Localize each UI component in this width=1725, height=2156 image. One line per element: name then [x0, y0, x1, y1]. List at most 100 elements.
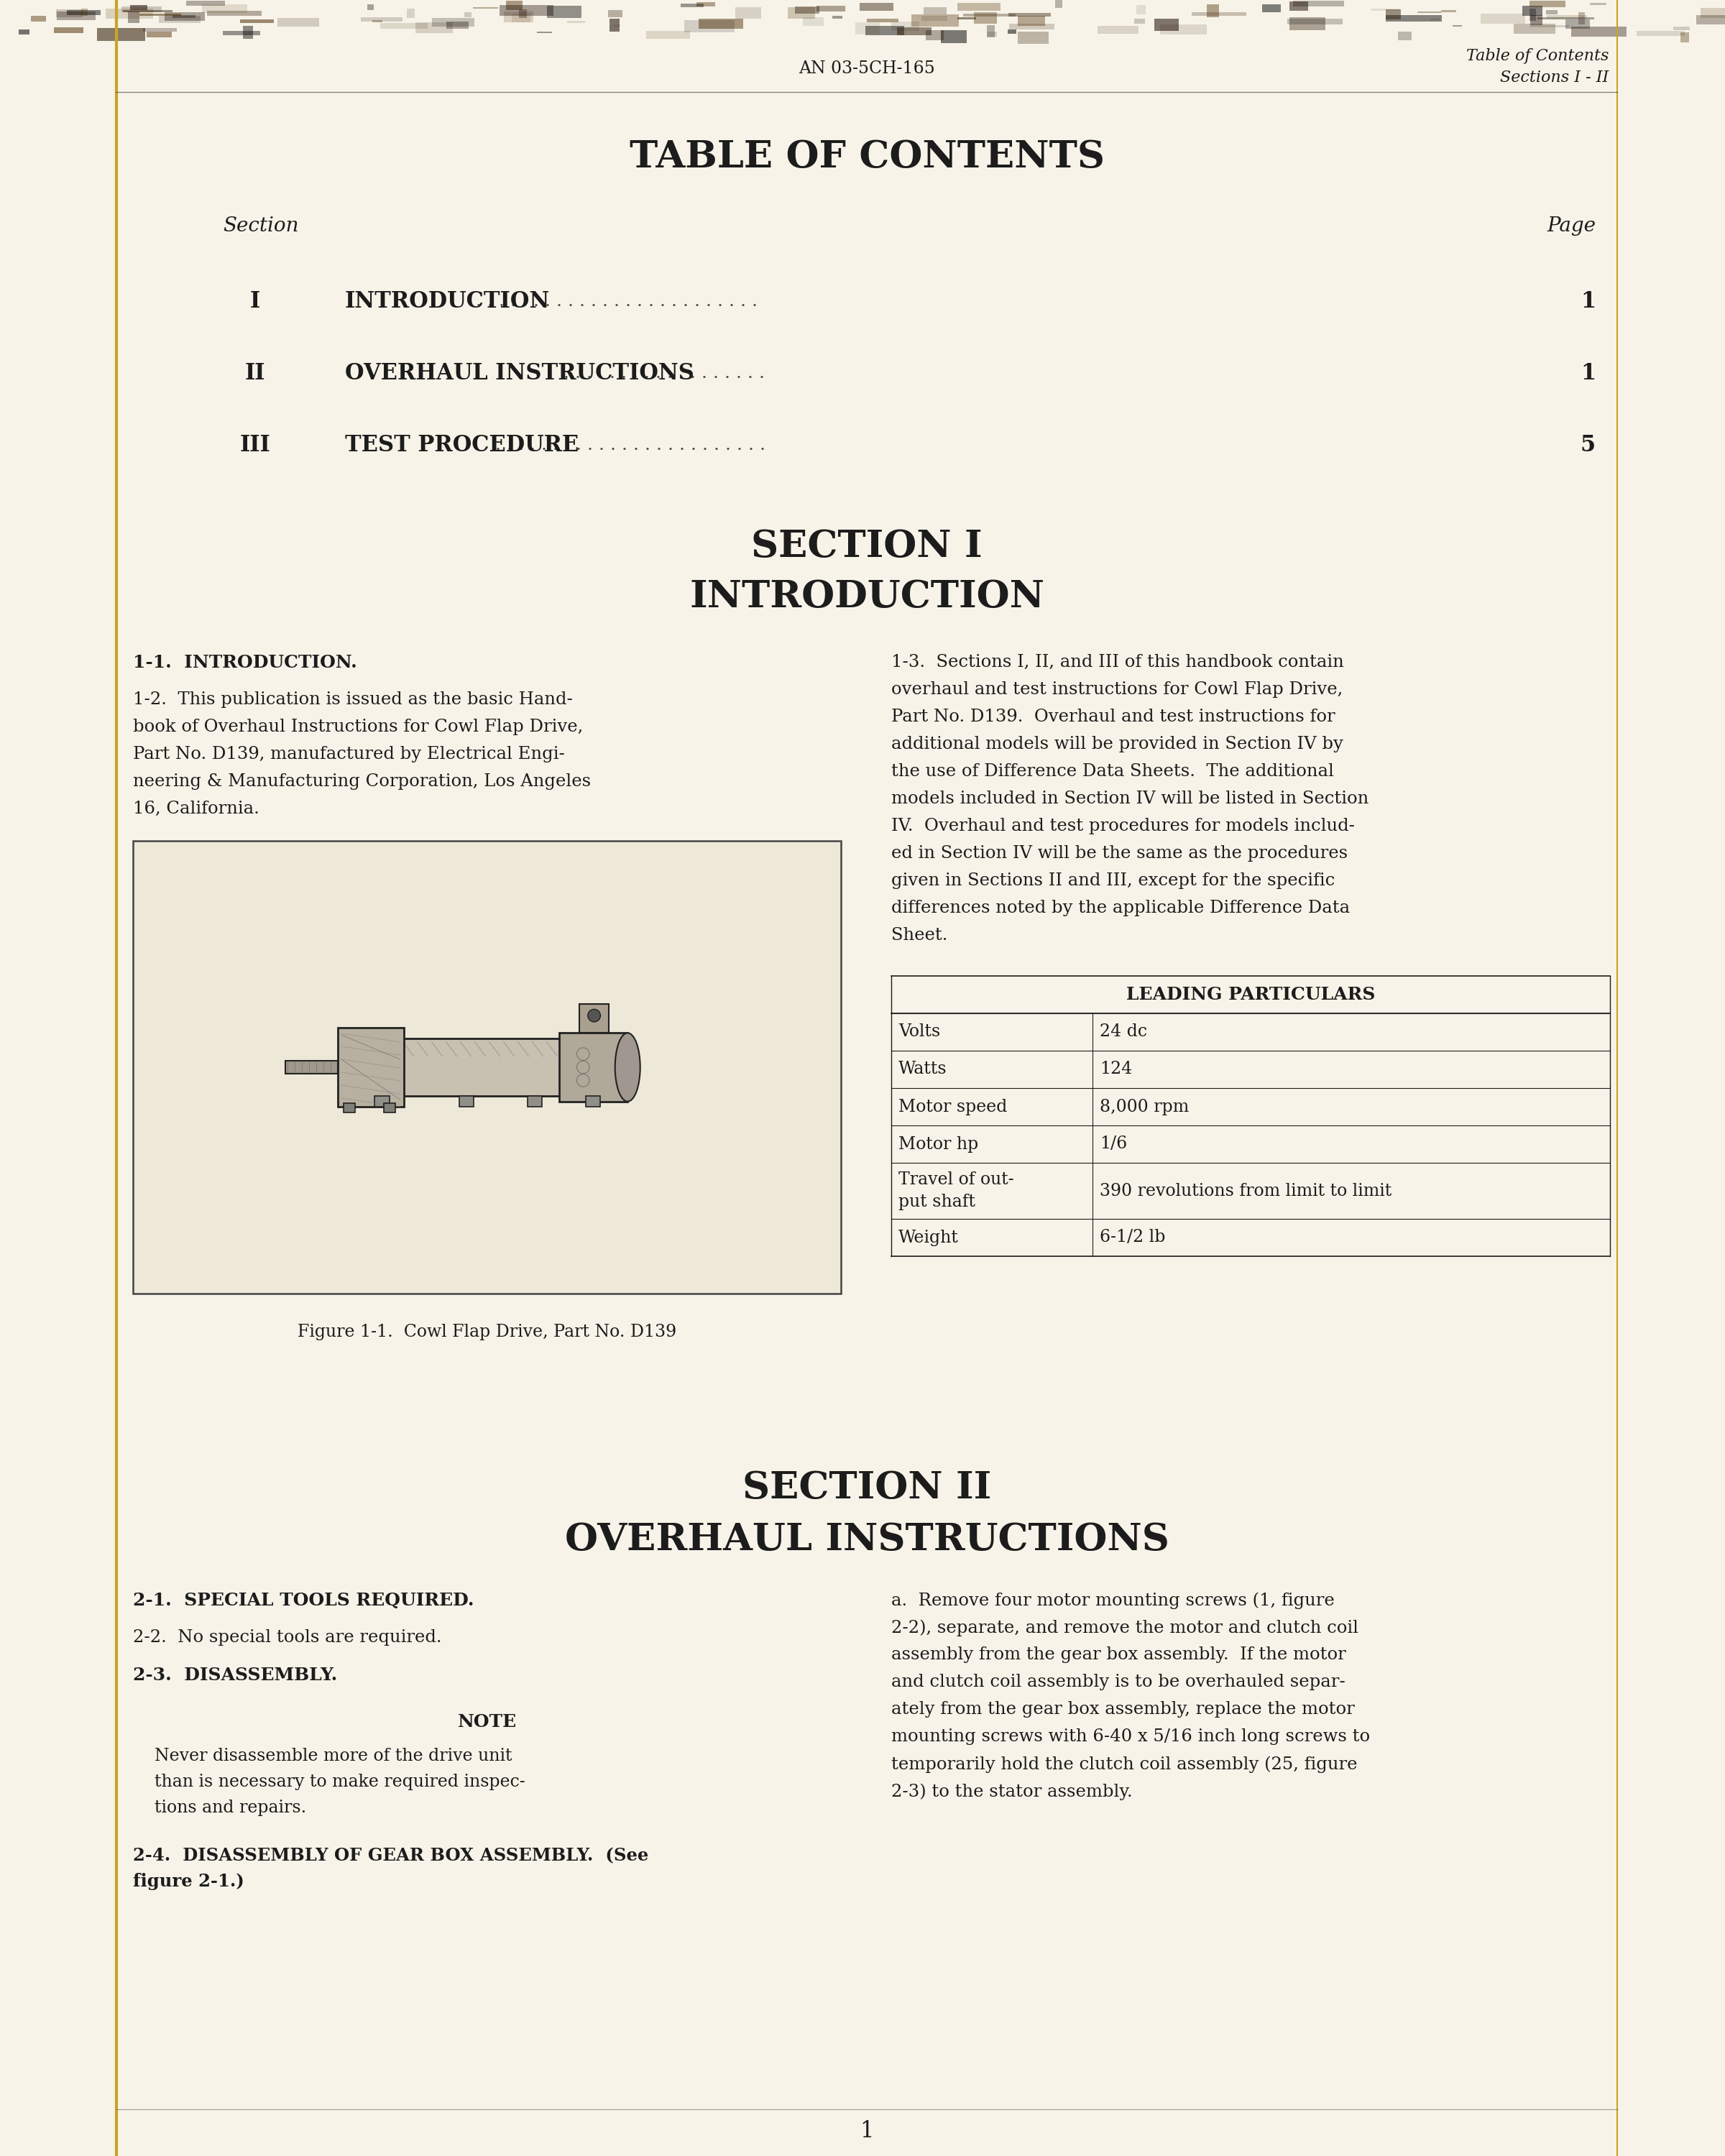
Text: 2-4.  DISASSEMBLY OF GEAR BOX ASSEMBLY.  (See: 2-4. DISASSEMBLY OF GEAR BOX ASSEMBLY. (… — [133, 1848, 649, 1865]
Bar — [1371, 9, 1401, 11]
Bar — [407, 9, 416, 17]
Bar — [447, 22, 467, 28]
Bar — [609, 19, 619, 32]
Bar — [685, 19, 735, 32]
Bar — [129, 4, 147, 11]
Text: . . . . . . . . . . . . . . . . . . . . . . . . .: . . . . . . . . . . . . . . . . . . . . … — [476, 293, 757, 310]
Text: differences noted by the applicable Difference Data: differences noted by the applicable Diff… — [892, 899, 1351, 916]
Bar — [1137, 4, 1145, 15]
Bar — [1385, 9, 1401, 19]
Bar — [699, 19, 743, 28]
Bar — [859, 2, 894, 11]
Bar — [1546, 11, 1558, 15]
Text: Weight: Weight — [899, 1229, 959, 1246]
Text: 1/6: 1/6 — [1101, 1136, 1126, 1151]
Bar — [897, 28, 932, 34]
Text: 5: 5 — [1580, 436, 1596, 457]
Text: Watts: Watts — [899, 1061, 947, 1078]
Text: 2-2.  No special tools are required.: 2-2. No special tools are required. — [133, 1630, 442, 1645]
Bar — [500, 4, 554, 15]
Bar — [380, 24, 428, 28]
Text: 1-1.  INTRODUCTION.: 1-1. INTRODUCTION. — [133, 653, 357, 671]
Text: Figure 1-1.  Cowl Flap Drive, Part No. D139: Figure 1-1. Cowl Flap Drive, Part No. D1… — [297, 1324, 676, 1341]
Bar — [1637, 30, 1684, 37]
Bar — [1696, 15, 1725, 24]
Bar — [1007, 30, 1016, 34]
Bar — [133, 841, 842, 1294]
Bar — [147, 32, 171, 37]
Bar — [105, 9, 154, 19]
Text: 1-3.  Sections I, II, and III of this handbook contain: 1-3. Sections I, II, and III of this han… — [892, 653, 1344, 671]
Ellipse shape — [616, 1033, 640, 1102]
Bar — [361, 17, 402, 22]
Bar — [1161, 24, 1207, 34]
Bar — [1537, 17, 1594, 19]
Text: book of Overhaul Instructions for Cowl Flap Drive,: book of Overhaul Instructions for Cowl F… — [133, 718, 583, 735]
Bar — [128, 11, 140, 24]
Text: LEADING PARTICULARS: LEADING PARTICULARS — [1126, 985, 1375, 1003]
Bar — [1701, 9, 1725, 17]
Bar — [1192, 13, 1245, 15]
Bar — [202, 4, 247, 13]
Bar — [609, 11, 623, 17]
Text: 2-3) to the stator assembly.: 2-3) to the stator assembly. — [892, 1783, 1133, 1800]
Bar — [795, 6, 819, 13]
Bar — [963, 13, 1016, 17]
Text: TEST PROCEDURE: TEST PROCEDURE — [345, 436, 580, 457]
Bar — [19, 30, 29, 34]
Bar — [338, 1028, 404, 1106]
Bar — [1571, 26, 1627, 37]
Bar — [121, 6, 162, 13]
Text: Sheet.: Sheet. — [892, 927, 947, 944]
Bar — [67, 11, 100, 15]
Text: the use of Difference Data Sheets.  The additional: the use of Difference Data Sheets. The a… — [892, 763, 1333, 780]
Bar — [1294, 0, 1344, 6]
Bar — [528, 1095, 542, 1106]
Text: than is necessary to make required inspec-: than is necessary to make required inspe… — [155, 1774, 524, 1789]
Text: figure 2-1.): figure 2-1.) — [133, 1874, 245, 1891]
Bar — [278, 17, 319, 26]
Bar — [519, 9, 526, 17]
Bar — [374, 1095, 390, 1106]
Text: Part No. D139, manufactured by Electrical Engi-: Part No. D139, manufactured by Electrica… — [133, 746, 564, 763]
Bar — [81, 9, 88, 15]
Bar — [987, 32, 997, 37]
Bar — [1009, 24, 1054, 30]
Bar — [647, 30, 690, 39]
Bar — [159, 15, 200, 24]
Text: AN 03-5CH-165: AN 03-5CH-165 — [799, 60, 935, 78]
FancyBboxPatch shape — [395, 1039, 607, 1095]
Bar — [164, 13, 205, 22]
Bar — [1097, 26, 1139, 34]
Text: mounting screws with 6-40 x 5/16 inch long screws to: mounting screws with 6-40 x 5/16 inch lo… — [892, 1729, 1370, 1744]
Bar — [547, 6, 581, 17]
Text: given in Sections II and III, except for the specific: given in Sections II and III, except for… — [892, 873, 1335, 888]
Bar — [464, 13, 471, 17]
Text: 16, California.: 16, California. — [133, 800, 259, 817]
Bar — [1385, 15, 1442, 22]
Bar — [585, 1095, 600, 1106]
Bar — [1530, 15, 1542, 26]
Text: put shaft: put shaft — [899, 1194, 975, 1210]
Text: temporarily hold the clutch coil assembly (25, figure: temporarily hold the clutch coil assembl… — [892, 1755, 1358, 1772]
Bar — [223, 30, 260, 34]
Bar — [1530, 26, 1570, 28]
Text: 8,000 rpm: 8,000 rpm — [1101, 1100, 1189, 1115]
Bar — [1208, 4, 1220, 17]
Text: 1: 1 — [859, 2119, 875, 2143]
Bar — [1673, 26, 1690, 30]
Bar — [942, 30, 968, 43]
Bar — [804, 17, 825, 26]
Bar — [57, 11, 95, 19]
Bar — [614, 24, 621, 28]
Text: ed in Section IV will be the same as the procedures: ed in Section IV will be the same as the… — [892, 845, 1347, 862]
Text: overhaul and test instructions for Cowl Flap Drive,: overhaul and test instructions for Cowl … — [892, 681, 1342, 699]
Bar — [243, 26, 252, 39]
Bar — [1523, 6, 1542, 15]
Bar — [973, 13, 997, 24]
Bar — [788, 6, 814, 19]
Bar — [866, 26, 904, 34]
Bar — [1009, 13, 1051, 17]
Bar — [1263, 4, 1280, 13]
Text: Table of Contents: Table of Contents — [1466, 47, 1609, 65]
